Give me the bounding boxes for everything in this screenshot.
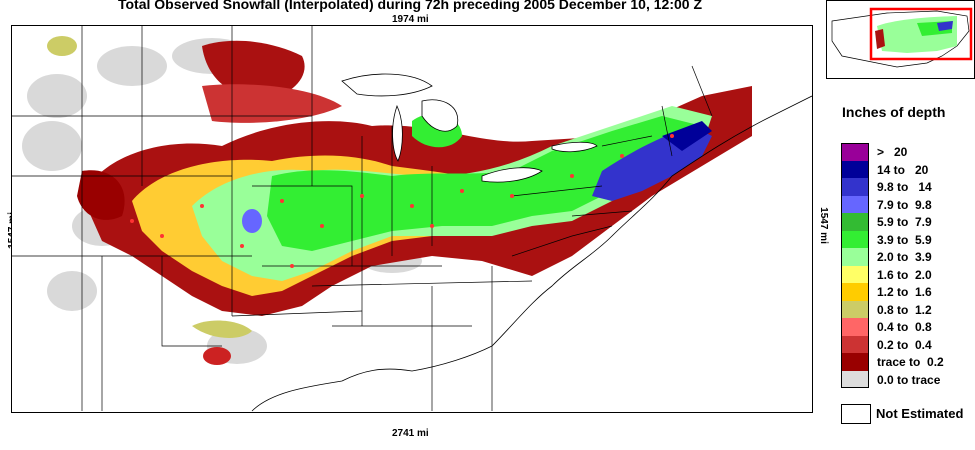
- station-markers: [130, 134, 674, 268]
- legend-swatch: [841, 370, 869, 388]
- legend-title: Inches of depth: [842, 104, 946, 120]
- map-title: Total Observed Snowfall (Interpolated) d…: [117, 0, 702, 12]
- legend-item: 0.4 to 0.8: [841, 318, 971, 336]
- legend-item: 0.8 to 1.2: [841, 300, 971, 318]
- legend-item: 0.2 to 0.4: [841, 335, 971, 353]
- legend-label: 7.9 to 9.8: [877, 197, 932, 212]
- legend-label: trace to 0.2: [877, 355, 944, 369]
- legend-swatch: [841, 178, 869, 196]
- legend-swatch: [841, 248, 869, 266]
- legend-label: 0.4 to 0.8: [877, 320, 932, 334]
- legend-swatch: [841, 283, 869, 301]
- legend-item: 9.8 to 14: [841, 178, 971, 196]
- snowfall-map-svg: [12, 26, 813, 412]
- legend-label: 9.8 to 14: [877, 180, 932, 194]
- inset-locator-map: [826, 0, 975, 79]
- legend-swatch: [841, 300, 869, 318]
- scale-right-label: 1547 mi: [817, 207, 829, 244]
- legend-item: 14 to 20: [841, 160, 971, 178]
- inset-highlight-rect: [869, 7, 973, 61]
- legend-label: 1.2 to 1.6: [877, 285, 932, 299]
- legend-label: 0.0 to trace: [877, 372, 941, 387]
- very-heavy-snow-areas: [242, 121, 712, 233]
- legend-swatch: [841, 143, 869, 161]
- legend-swatch: [841, 195, 869, 213]
- legend-swatch: [841, 160, 869, 178]
- legend-swatch: [841, 318, 869, 336]
- inset-map-svg: [831, 7, 973, 68]
- legend-item: 0.0 to trace: [841, 370, 971, 388]
- legend-swatch: [841, 353, 869, 371]
- legend-item: 3.9 to 5.9: [841, 230, 971, 248]
- legend-item: 1.2 to 1.6: [841, 283, 971, 301]
- legend-item: 2.0 to 3.9: [841, 248, 971, 266]
- not-estimated-label: Not Estimated: [876, 406, 964, 421]
- legend-swatch: [841, 213, 869, 231]
- legend-item: 7.9 to 9.8: [841, 195, 971, 213]
- legend-label: 0.8 to 1.2: [877, 302, 932, 317]
- coastline: [251, 95, 813, 412]
- not-estimated-swatch: [841, 404, 871, 424]
- scale-bottom-label: 2741 mi: [392, 428, 429, 439]
- legend-item: trace to 0.2: [841, 353, 971, 371]
- legend-label: > 20: [877, 145, 908, 159]
- legend-item: 1.6 to 2.0: [841, 265, 971, 283]
- legend-swatch: [841, 230, 869, 248]
- legend-label: 1.6 to 2.0: [877, 267, 932, 282]
- legend-swatch: [841, 265, 869, 283]
- legend-label: 14 to 20: [877, 162, 929, 177]
- legend-item: 5.9 to 7.9: [841, 213, 971, 231]
- legend-item: > 20: [841, 143, 971, 161]
- great-lakes: [341, 73, 598, 183]
- legend-label: 0.2 to 0.4: [877, 337, 932, 352]
- legend-label: 2.0 to 3.9: [877, 250, 932, 264]
- scale-top-label: 1974 mi: [392, 14, 429, 25]
- legend-swatch: [841, 335, 869, 353]
- legend-label: 3.9 to 5.9: [877, 232, 932, 247]
- state-boundaries: [12, 26, 713, 411]
- snowfall-map[interactable]: [11, 25, 813, 413]
- legend-label: 5.9 to 7.9: [877, 215, 932, 229]
